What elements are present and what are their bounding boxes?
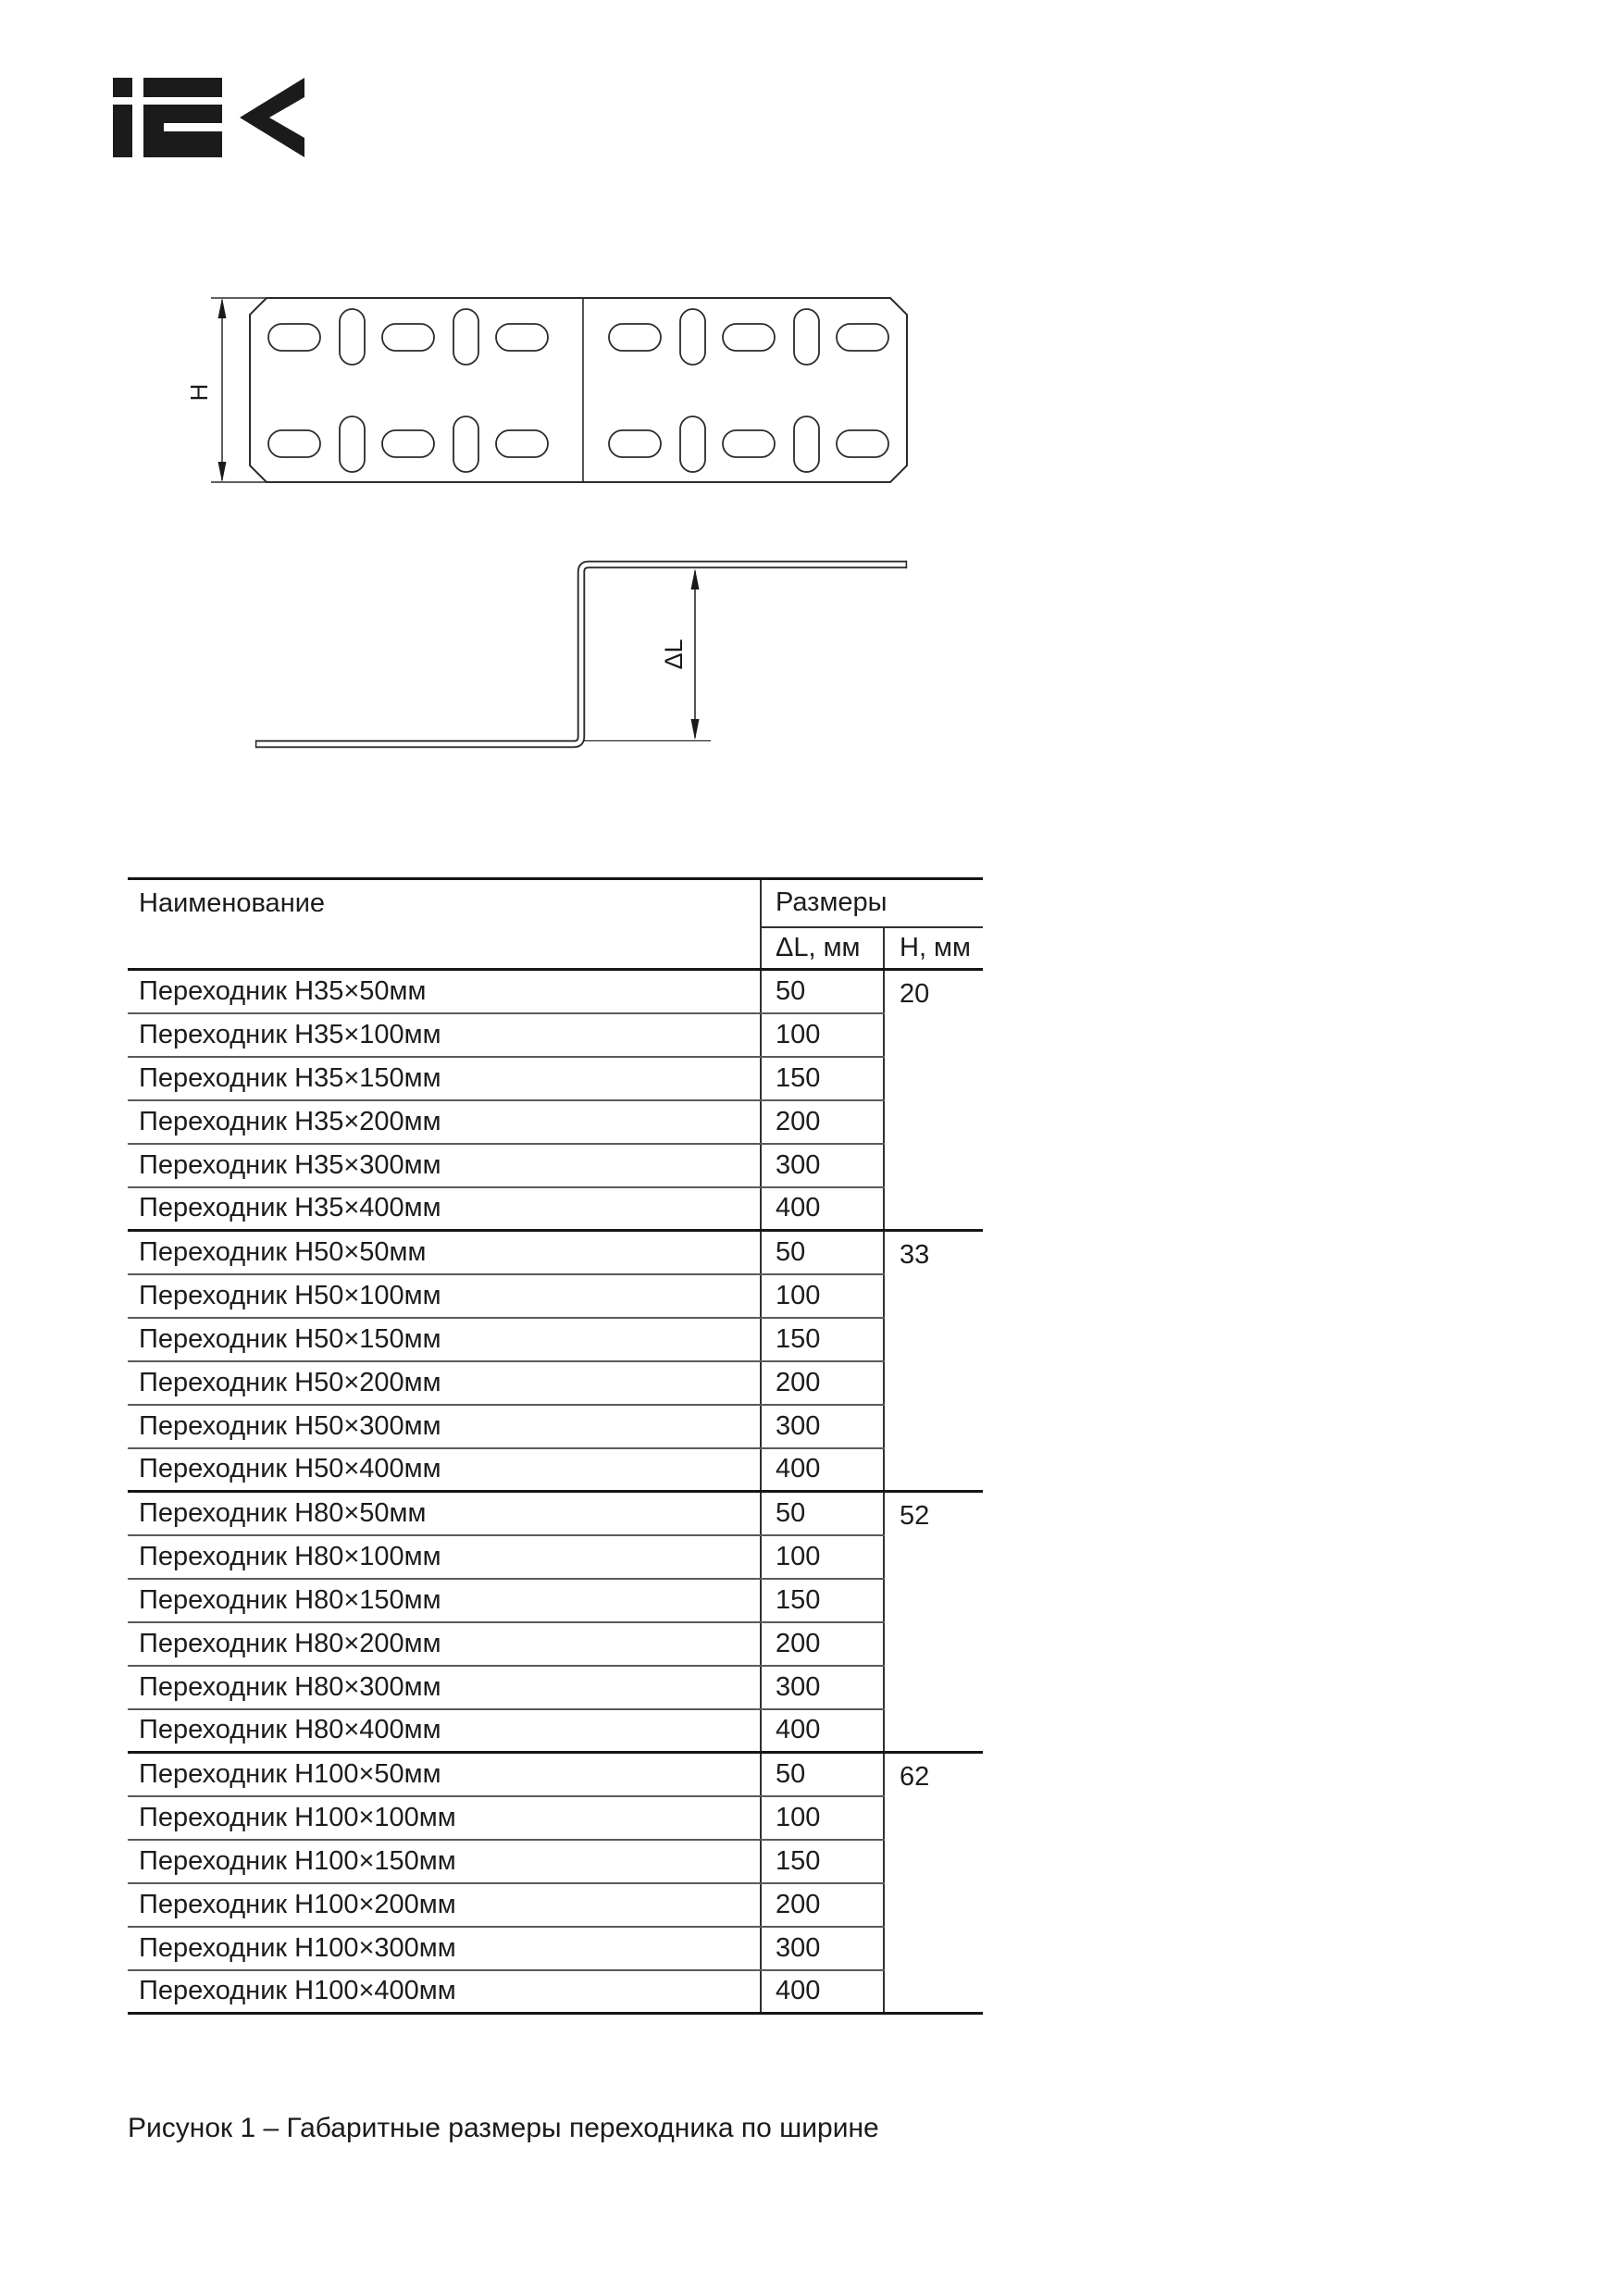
column-header-h: H, мм (884, 926, 983, 971)
table-row: Переходник H80×300мм 300 (128, 1665, 983, 1710)
table-row: Переходник H80×150мм 150 (128, 1578, 983, 1623)
product-name-cell: Переходник H80×300мм (128, 1665, 762, 1710)
table-row: Переходник H50×50мм 50 33 (128, 1230, 983, 1493)
top-view-drawing: H (185, 297, 908, 483)
table-row: Переходник H35×400мм 400 (128, 1186, 983, 1232)
plate-outline (249, 297, 908, 483)
dl-value-cell: 400 (761, 1186, 885, 1232)
h-dimension-arrows (217, 298, 227, 482)
table-row: Переходник H100×100мм 100 (128, 1795, 983, 1841)
dl-value-cell: 100 (761, 1273, 885, 1319)
table-row: Переходник H100×400мм 400 (128, 1969, 983, 2015)
product-name-cell: Переходник H50×300мм (128, 1404, 762, 1449)
product-name-cell: Переходник H35×200мм (128, 1099, 762, 1145)
dl-value-cell: 100 (761, 1012, 885, 1058)
table-row: Переходник H50×200мм 200 (128, 1360, 983, 1406)
h-value-cell: 33 (884, 1230, 983, 1493)
dl-dimension-arrows (690, 568, 700, 740)
table-row: Переходник H50×400мм 400 (128, 1447, 983, 1493)
table-row: Переходник H100×300мм 300 (128, 1926, 983, 1971)
product-name-cell: Переходник H100×200мм (128, 1882, 762, 1928)
dl-value-cell: 300 (761, 1926, 885, 1971)
dl-value-cell: 200 (761, 1360, 885, 1406)
table-row: Переходник H50×300мм 300 (128, 1404, 983, 1449)
dl-value-cell: 50 (761, 1752, 885, 1797)
column-header-dl: ΔL, мм (761, 926, 885, 971)
table-row: Переходник H80×400мм 400 (128, 1708, 983, 1754)
dl-dim-label: ΔL (660, 639, 688, 669)
product-name-cell: Переходник H100×100мм (128, 1795, 762, 1841)
dl-value-cell: 150 (761, 1317, 885, 1362)
dl-value-cell: 400 (761, 1708, 885, 1754)
product-name-cell: Переходник H80×50мм (128, 1491, 762, 1536)
figure-caption: Рисунок 1 – Габаритные размеры переходни… (128, 2113, 879, 2143)
product-name-cell: Переходник H50×200мм (128, 1360, 762, 1406)
dl-value-cell: 300 (761, 1404, 885, 1449)
product-name-cell: Переходник H35×400мм (128, 1186, 762, 1232)
table-row: Переходник H35×200мм 200 (128, 1099, 983, 1145)
table-row: Переходник H100×150мм 150 (128, 1839, 983, 1884)
product-name-cell: Переходник H100×150мм (128, 1839, 762, 1884)
h-value-cell: 52 (884, 1491, 983, 1754)
product-name-cell: Переходник H35×100мм (128, 1012, 762, 1058)
table-row: Переходник H35×100мм 100 (128, 1012, 983, 1058)
dl-value-cell: 200 (761, 1882, 885, 1928)
h-value-cell: 20 (884, 969, 983, 1232)
dl-value-cell: 150 (761, 1578, 885, 1623)
product-name-cell: Переходник H80×200мм (128, 1621, 762, 1667)
product-name-cell: Переходник H35×50мм (128, 969, 762, 1014)
table-row: Переходник H80×50мм 50 52 (128, 1491, 983, 1754)
table-row: Переходник H80×100мм 100 (128, 1534, 983, 1580)
table-row: Переходник H50×150мм 150 (128, 1317, 983, 1362)
product-name-cell: Переходник H50×50мм (128, 1230, 762, 1275)
table-row: Переходник H35×150мм 150 (128, 1056, 983, 1101)
dl-value-cell: 400 (761, 1447, 885, 1493)
dl-value-cell: 100 (761, 1795, 885, 1841)
h-value-cell: 62 (884, 1752, 983, 2015)
table-row: Переходник H100×50мм 50 62 (128, 1752, 983, 2015)
table-row: Переходник H35×300мм 300 (128, 1143, 983, 1188)
dl-value-cell: 300 (761, 1665, 885, 1710)
table-header-row: Наименование Размеры (128, 877, 983, 971)
product-name-cell: Переходник H100×50мм (128, 1752, 762, 1797)
dl-value-cell: 150 (761, 1839, 885, 1884)
dl-value-cell: 300 (761, 1143, 885, 1188)
horizontal-slots (267, 323, 889, 458)
product-name-cell: Переходник H100×400мм (128, 1969, 762, 2015)
dl-value-cell: 200 (761, 1099, 885, 1145)
iek-logo-glyphs (113, 78, 304, 157)
dl-value-cell: 150 (761, 1056, 885, 1101)
dl-value-cell: 50 (761, 969, 885, 1014)
side-view-drawing: ΔL (255, 560, 908, 749)
dl-value-cell: 50 (761, 1491, 885, 1536)
product-name-cell: Переходник H50×100мм (128, 1273, 762, 1319)
dl-value-cell: 200 (761, 1621, 885, 1667)
product-name-cell: Переходник H35×150мм (128, 1056, 762, 1101)
product-name-cell: Переходник H80×100мм (128, 1534, 762, 1580)
h-dim-label: H (185, 384, 213, 402)
iek-logo (113, 78, 304, 157)
table-row: Переходник H35×50мм 50 20 (128, 969, 983, 1232)
product-name-cell: Переходник H50×400мм (128, 1447, 762, 1493)
product-name-cell: Переходник H80×150мм (128, 1578, 762, 1623)
column-header-name: Наименование (128, 877, 762, 971)
table-row: Переходник H50×100мм 100 (128, 1273, 983, 1319)
product-name-cell: Переходник H100×300мм (128, 1926, 762, 1971)
table-row: Переходник H100×200мм 200 (128, 1882, 983, 1928)
product-name-cell: Переходник H80×400мм (128, 1708, 762, 1754)
vertical-slots (339, 308, 820, 473)
dimensions-table: Наименование Размеры ΔL, мм H, мм Перехо… (128, 877, 983, 2015)
dl-value-cell: 100 (761, 1534, 885, 1580)
product-name-cell: Переходник H50×150мм (128, 1317, 762, 1362)
dl-value-cell: 50 (761, 1230, 885, 1275)
table-row: Переходник H80×200мм 200 (128, 1621, 983, 1667)
table-subheader-row: ΔL, мм H, мм (128, 926, 983, 971)
product-name-cell: Переходник H35×300мм (128, 1143, 762, 1188)
column-header-sizes: Размеры (761, 877, 983, 928)
dl-value-cell: 400 (761, 1969, 885, 2015)
